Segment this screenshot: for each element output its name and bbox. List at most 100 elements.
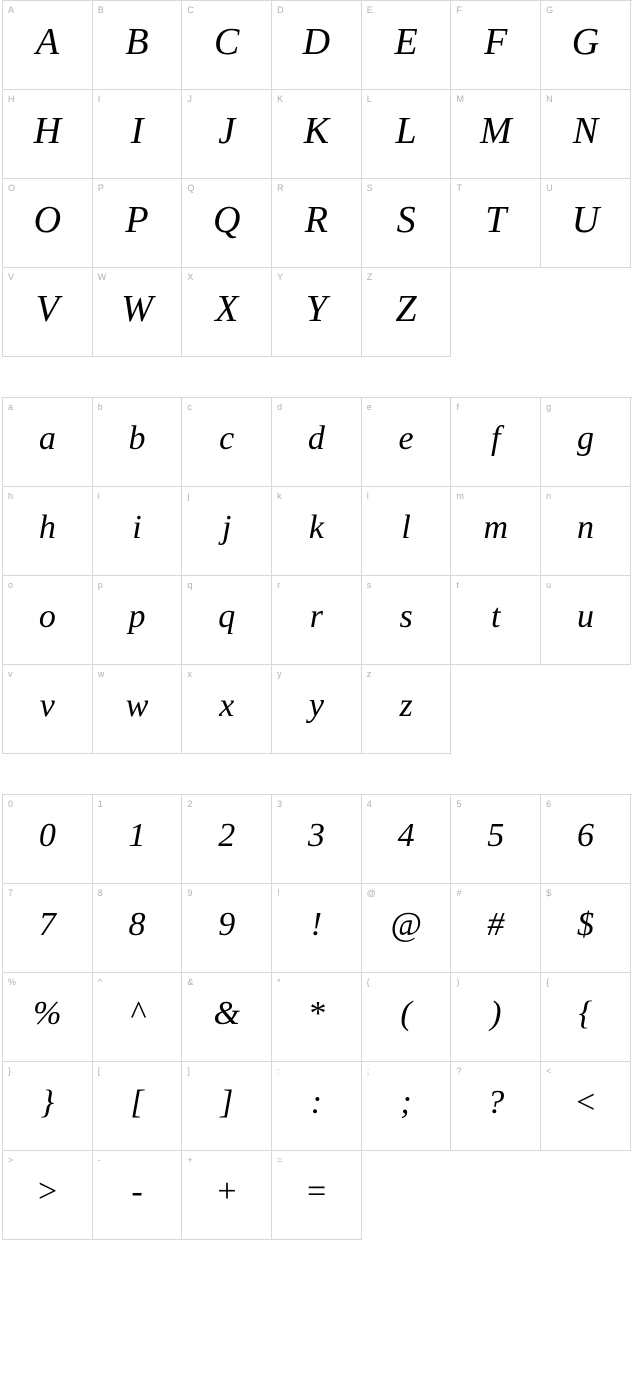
glyph-label: } [8,1066,11,1076]
glyph-label: K [277,94,283,104]
glyph-cell: ff [451,398,541,487]
glyph-cell: 88 [93,884,183,973]
glyph-label: p [98,580,103,590]
glyph-cell: !! [272,884,362,973]
glyph-cell: gg [541,398,631,487]
glyph-label: - [98,1155,101,1165]
glyph-label: 0 [8,799,13,809]
glyph-cell: EE [362,1,452,90]
glyph-character: F [484,23,507,61]
glyph-cell: ?? [451,1062,541,1151]
section-uppercase: AABBCCDDEEFFGGHHIIJJKKLLMMNNOOPPQQRRSSTT… [0,0,640,357]
glyph-character: h [39,511,56,545]
glyph-cell: ## [451,884,541,973]
glyph-cell: jj [182,487,272,576]
glyph-cell: rr [272,576,362,665]
glyph-row: 778899!!@@##$$ [2,884,632,973]
glyph-character: k [309,511,324,545]
glyph-character: ] [220,1086,233,1120]
glyph-label: F [456,5,462,15]
glyph-character: $ [577,908,594,942]
glyph-cell: >> [3,1151,93,1240]
glyph-label: ? [456,1066,461,1076]
glyph-cell: }} [3,1062,93,1151]
glyph-character: ( [400,997,411,1031]
glyph-label: ( [367,977,370,987]
glyph-character: [ [130,1086,143,1120]
glyph-character: H [34,112,61,150]
glyph-cell: XX [182,268,272,357]
glyph-character: t [491,600,500,634]
glyph-cell: 22 [182,795,272,884]
glyph-cell: RR [272,179,362,268]
glyph-cell: DD [272,1,362,90]
glyph-character: # [487,908,504,942]
glyph-character: i [132,511,141,545]
glyph-cell: mm [451,487,541,576]
glyph-character: v [40,689,55,723]
glyph-row: AABBCCDDEEFFGG [2,0,632,90]
glyph-character: % [33,997,61,1031]
glyph-character: L [396,112,417,150]
glyph-label: ! [277,888,280,898]
glyph-character: K [304,112,329,150]
glyph-character: u [577,600,594,634]
glyph-row: %%^^&&**(()){{ [2,973,632,1062]
glyph-label: v [8,669,13,679]
glyph-character: 8 [129,908,146,942]
glyph-cell: 11 [93,795,183,884]
glyph-cell: $$ [541,884,631,973]
glyph-cell: 44 [362,795,452,884]
glyph-label: ) [456,977,459,987]
glyph-character: r [310,600,323,634]
glyph-character: E [394,23,417,61]
glyph-character: & [213,997,239,1031]
glyph-cell: dd [272,398,362,487]
glyph-label: n [546,491,551,501]
glyph-character: o [39,600,56,634]
glyph-character: S [397,201,416,239]
glyph-label: Y [277,272,283,282]
glyph-label: Z [367,272,373,282]
glyph-cell: ll [362,487,452,576]
glyph-label: I [98,94,101,104]
glyph-cell: 00 [3,795,93,884]
glyph-label: < [546,1066,551,1076]
glyph-cell: -- [93,1151,183,1240]
glyph-label: B [98,5,104,15]
glyph-cell: 55 [451,795,541,884]
glyph-character: < [574,1086,597,1120]
glyph-label: c [187,402,192,412]
glyph-label: & [187,977,193,987]
glyph-cell: kk [272,487,362,576]
glyph-character: d [308,422,325,456]
glyph-cell: LL [362,90,452,179]
glyph-label: w [98,669,105,679]
glyph-row: 00112233445566 [2,794,632,884]
glyph-label: g [546,402,551,412]
glyph-cell: uu [541,576,631,665]
glyph-character: } [41,1086,55,1120]
glyph-cell: UU [541,179,631,268]
glyph-label: ] [187,1066,190,1076]
glyph-label: u [546,580,551,590]
glyph-label: 9 [187,888,192,898]
glyph-label: k [277,491,282,501]
glyph-character: W [121,290,153,328]
glyph-cell: JJ [182,90,272,179]
glyph-label: N [546,94,553,104]
glyph-label: ; [367,1066,370,1076]
glyph-character: 9 [218,908,235,942]
glyph-label: V [8,272,14,282]
glyph-character: = [305,1175,328,1209]
glyph-cell: AA [3,1,93,90]
glyph-label: i [98,491,100,501]
glyph-cell: WW [93,268,183,357]
glyph-character: @ [390,908,421,942]
glyph-character: Z [396,290,417,328]
glyph-label: @ [367,888,376,898]
glyph-cell: << [541,1062,631,1151]
glyph-label: $ [546,888,551,898]
glyph-character: y [309,689,324,723]
glyph-cell: CC [182,1,272,90]
